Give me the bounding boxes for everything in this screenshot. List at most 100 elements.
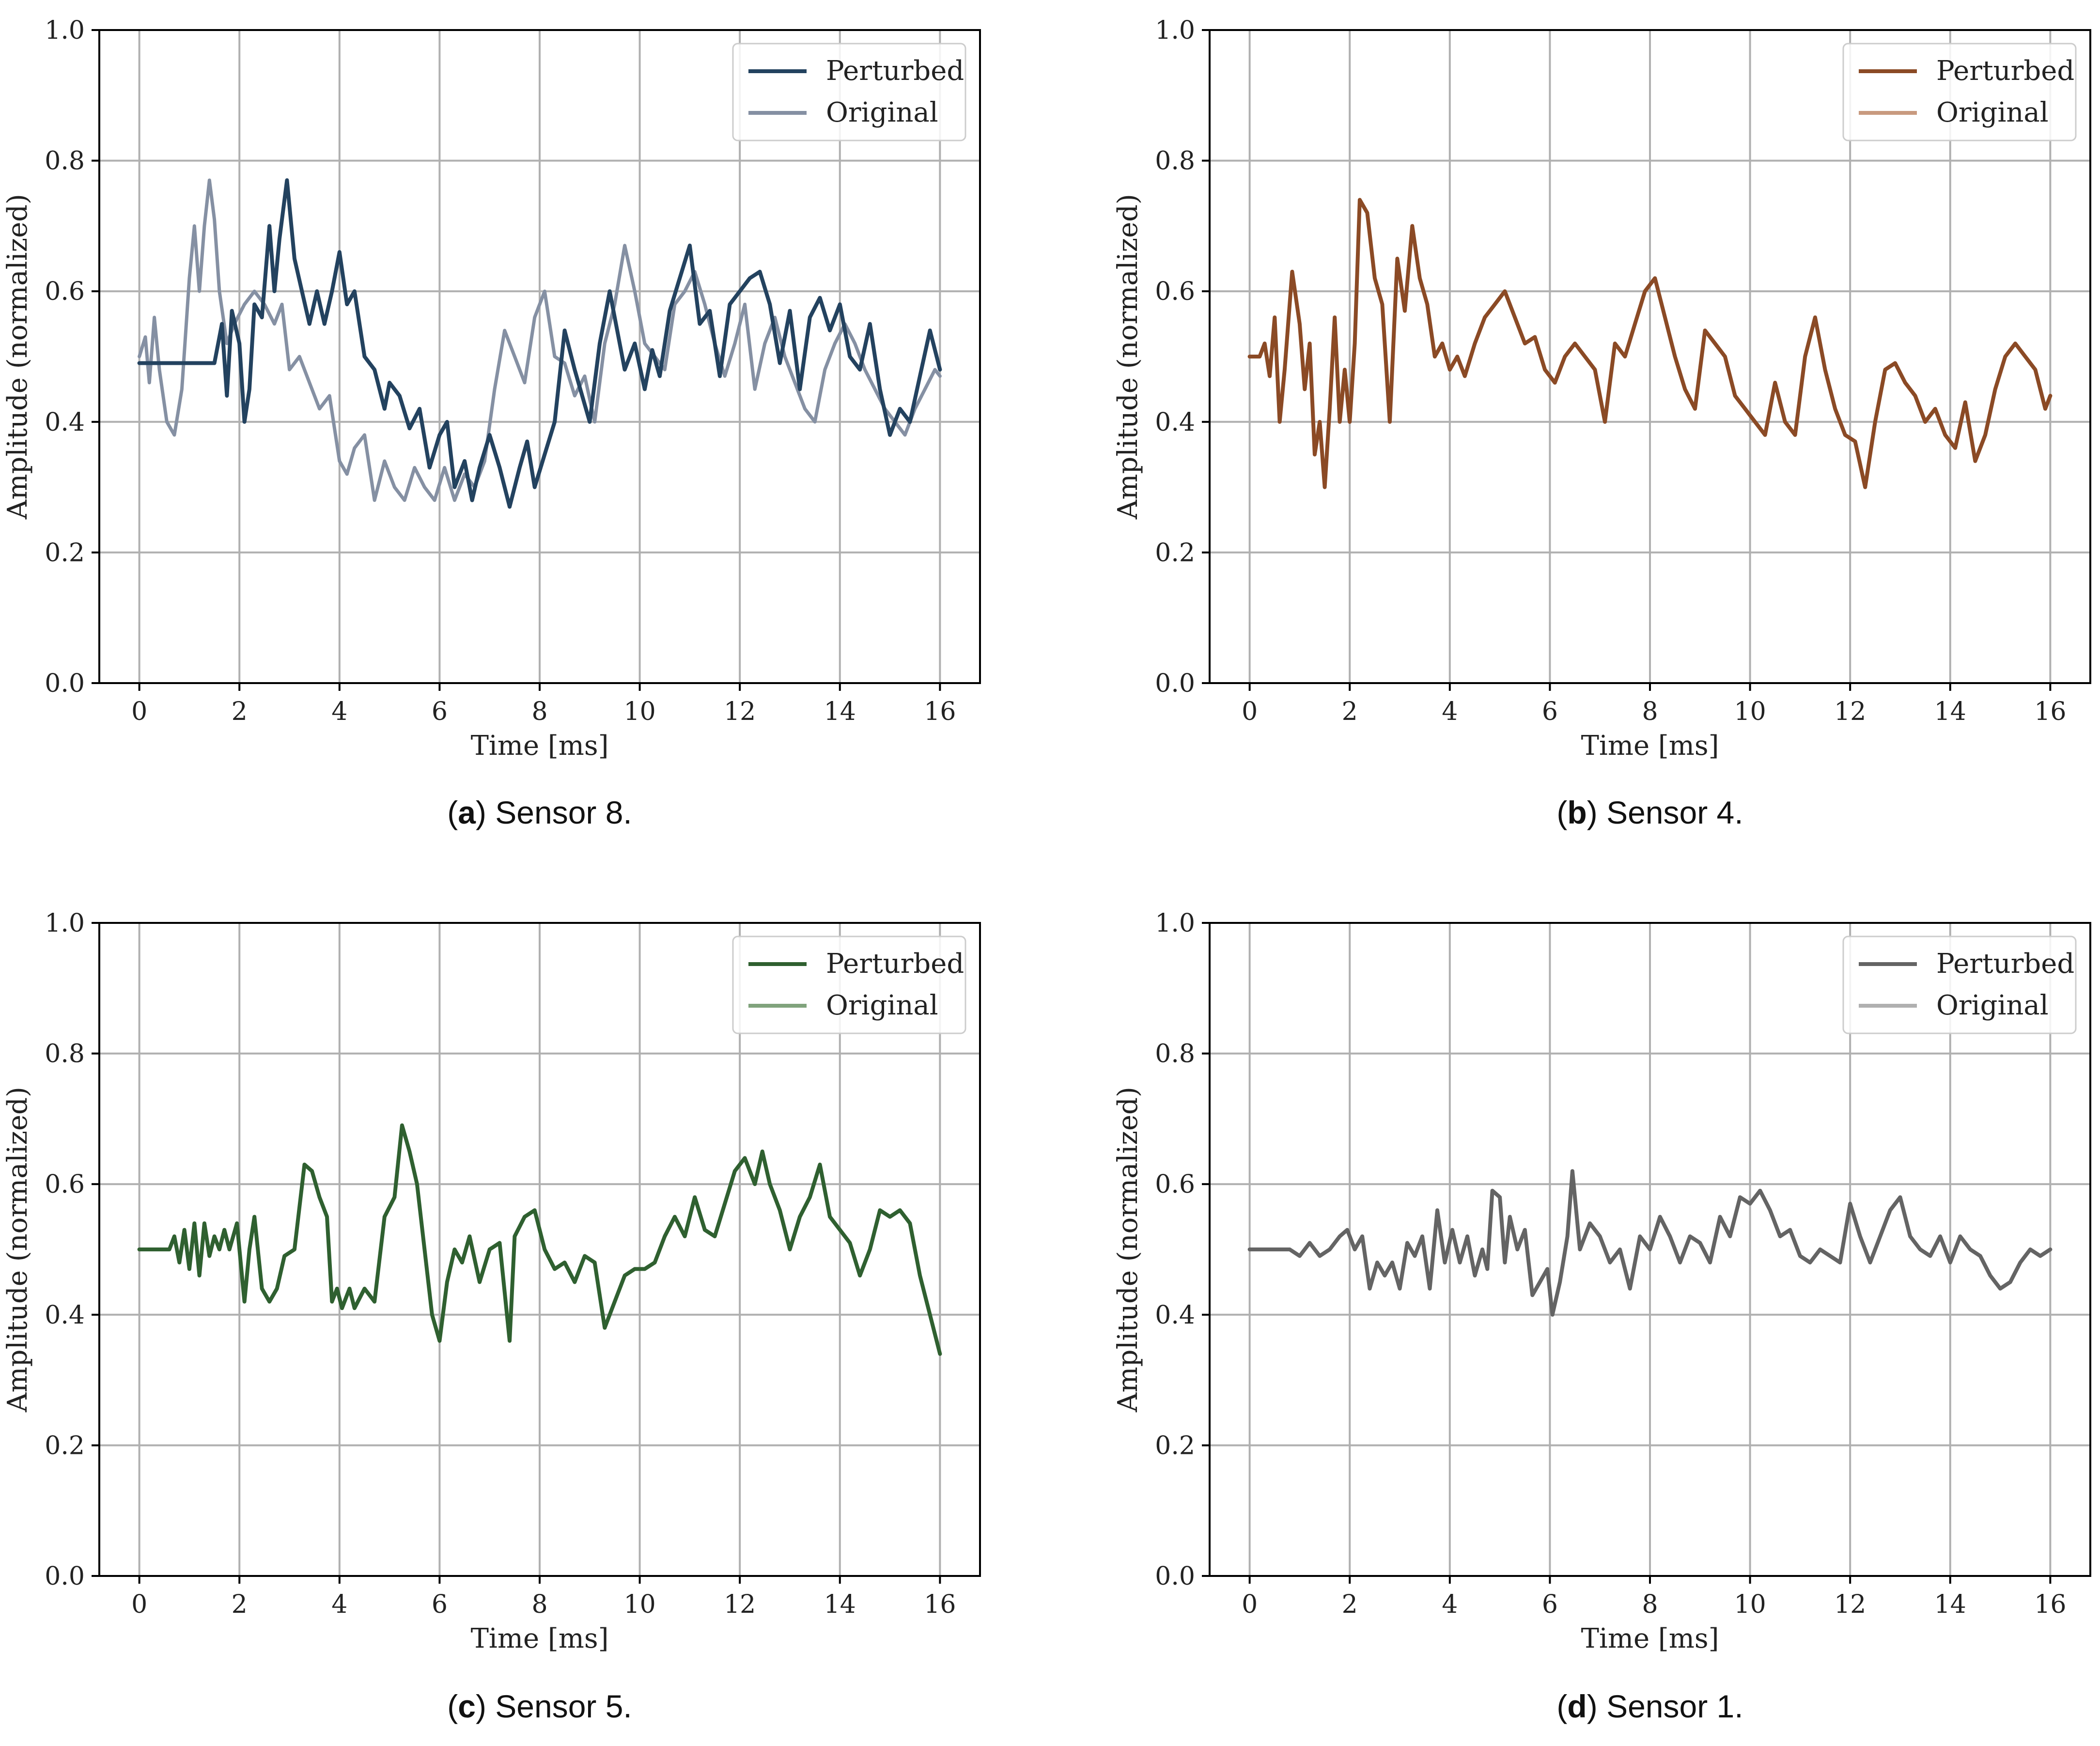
legend-label: Original (1936, 990, 2049, 1021)
caption-text: Sensor 1. (1606, 1688, 1743, 1724)
x-tick-label: 14 (824, 697, 856, 726)
x-tick-label: 2 (232, 1590, 248, 1619)
x-tick-label: 6 (1542, 697, 1558, 726)
y-tick-label: 0.8 (1155, 147, 1195, 176)
x-tick-label: 8 (1642, 697, 1658, 726)
caption-paren-close: ) (476, 1688, 495, 1724)
legend-label: Perturbed (1936, 948, 2074, 980)
x-axis-label: Time [ms] (1581, 1623, 1719, 1654)
y-tick-label: 1.0 (1155, 909, 1195, 938)
legend-label: Perturbed (826, 948, 964, 980)
caption-text: Sensor 5. (495, 1688, 632, 1724)
x-tick-label: 12 (724, 697, 756, 726)
caption-paren-open: ( (447, 1688, 458, 1724)
y-tick-label: 0.8 (1155, 1040, 1195, 1069)
caption-paren-close: ) (476, 795, 495, 830)
caption-panel-label: c (458, 1688, 476, 1724)
x-tick-label: 14 (824, 1590, 856, 1619)
x-tick-label: 16 (924, 697, 956, 726)
x-tick-label: 6 (432, 1590, 448, 1619)
legend: Perturbed Original (1842, 43, 2077, 141)
x-tick-label: 8 (531, 1590, 547, 1619)
x-tick-label: 2 (1342, 1590, 1358, 1619)
chart-panel-d: 0 2 4 6 8 10 12 14 16 0.0 0.2 0.4 0.6 0.8 1.0 Time [ms]… (1112, 909, 2091, 1724)
x-tick-label: 0 (131, 1590, 147, 1619)
chart-panel-c: 0 2 4 6 8 10 12 14 16 0.0 0.2 0.4 0.6 0.8 1.0 Time [ms]… (2, 909, 981, 1724)
x-tick-label: 4 (1442, 697, 1458, 726)
y-tick-label: 0.6 (1155, 1170, 1195, 1199)
panel-caption: (b) Sensor 4. (1556, 795, 1743, 830)
y-tick-label: 0.4 (45, 1301, 85, 1330)
panel-caption: (d) Sensor 1. (1556, 1688, 1743, 1724)
x-tick-label: 16 (924, 1590, 956, 1619)
x-tick-label: 0 (1242, 1590, 1258, 1619)
y-tick-label: 0.6 (45, 277, 85, 306)
x-tick-label: 8 (1642, 1590, 1658, 1619)
x-tick-label: 2 (1342, 697, 1358, 726)
y-tick-label: 0.2 (45, 538, 85, 567)
y-tick-label: 0.2 (45, 1431, 85, 1460)
y-tick-label: 1.0 (45, 909, 85, 938)
legend-box (1842, 935, 2077, 1034)
caption-panel-label: a (458, 795, 476, 830)
y-tick-label: 0.2 (1155, 1431, 1195, 1460)
legend-label: Perturbed (1936, 55, 2074, 87)
y-axis-label: Amplitude (normalized) (2, 1087, 33, 1413)
y-tick-label: 0.4 (45, 408, 85, 437)
x-axis-label: Time [ms] (471, 730, 609, 762)
y-tick-label: 0.8 (45, 1040, 85, 1069)
y-tick-label: 0.2 (1155, 538, 1195, 567)
caption-paren-open: ( (1556, 1688, 1567, 1724)
y-tick-label: 0.8 (45, 147, 85, 176)
x-tick-label: 14 (1934, 697, 1966, 726)
series-line-original (138, 178, 942, 502)
x-tick-label: 12 (1834, 697, 1866, 726)
series-line-perturbed (137, 178, 942, 509)
x-tick-label: 4 (331, 1590, 347, 1619)
caption-paren-close: ) (1587, 795, 1606, 830)
x-tick-label: 16 (2034, 1590, 2066, 1619)
x-tick-label: 2 (232, 697, 248, 726)
x-tick-label: 10 (624, 1590, 656, 1619)
x-tick-label: 4 (1442, 1590, 1458, 1619)
x-tick-label: 6 (1542, 1590, 1558, 1619)
x-tick-label: 10 (1734, 697, 1766, 726)
y-tick-label: 0.6 (45, 1170, 85, 1199)
y-tick-label: 1.0 (1155, 16, 1195, 45)
x-axis-label: Time [ms] (471, 1623, 609, 1654)
y-tick-label: 0.0 (1155, 669, 1195, 698)
caption-text: Sensor 4. (1606, 795, 1743, 830)
x-axis-label: Time [ms] (1581, 730, 1719, 762)
legend-box (732, 43, 966, 141)
caption-paren-close: ) (1587, 1688, 1606, 1724)
legend: Perturbed Original (732, 935, 966, 1034)
y-tick-label: 0.6 (1155, 277, 1195, 306)
chart-panel-b: 0 2 4 6 8 10 12 14 16 0.0 0.2 0.4 0.6 0.8 1.0 Time [ms]… (1112, 16, 2091, 830)
legend-label: Original (826, 97, 938, 128)
legend-label: Original (826, 990, 938, 1021)
legend-box (732, 935, 966, 1034)
series-line-perturbed (137, 1123, 942, 1356)
legend-label: Original (1936, 97, 2049, 128)
legend-box (1842, 43, 2077, 141)
y-tick-label: 1.0 (45, 16, 85, 45)
y-axis-label: Amplitude (normalized) (2, 194, 33, 520)
x-tick-label: 10 (624, 697, 656, 726)
x-tick-label: 12 (1834, 1590, 1866, 1619)
caption-panel-label: b (1567, 795, 1587, 830)
y-tick-label: 0.0 (45, 1562, 85, 1591)
panel-caption: (a) Sensor 8. (447, 795, 632, 830)
x-tick-label: 4 (331, 697, 347, 726)
y-axis-label: Amplitude (normalized) (1112, 194, 1144, 520)
y-tick-label: 0.0 (45, 669, 85, 698)
x-tick-label: 10 (1734, 1590, 1766, 1619)
legend: Perturbed Original (1842, 935, 2077, 1034)
legend-label: Perturbed (826, 55, 964, 87)
x-tick-label: 8 (531, 697, 547, 726)
x-tick-label: 0 (1242, 697, 1258, 726)
x-tick-label: 16 (2034, 697, 2066, 726)
caption-text: Sensor 8. (495, 795, 632, 830)
panel-caption: (c) Sensor 5. (447, 1688, 632, 1724)
caption-paren-open: ( (447, 795, 458, 830)
y-tick-label: 0.4 (1155, 408, 1195, 437)
